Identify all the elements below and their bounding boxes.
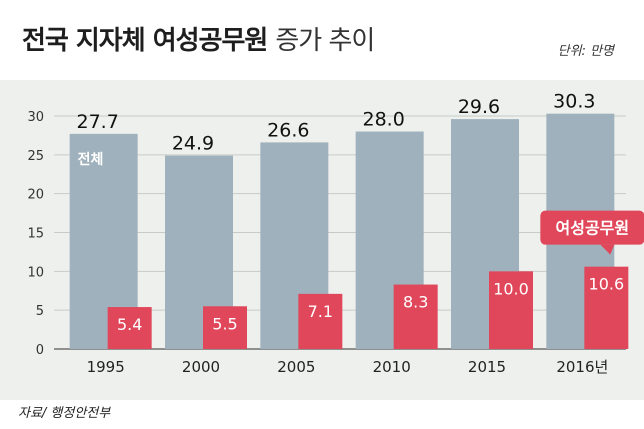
title-light: 증가 추이 (275, 26, 375, 56)
bar-female (298, 293, 343, 349)
legend-callout-tail (600, 244, 615, 255)
y-tick-label: 10 (27, 265, 44, 280)
series-label-total: 전체 (78, 151, 104, 168)
x-tick-label: 2015 (468, 358, 506, 376)
x-tick-label: 2010 (373, 358, 411, 376)
x-tick-label: 1995 (87, 358, 125, 376)
data-label-total: 29.6 (458, 96, 500, 118)
data-label-total: 26.6 (267, 119, 309, 141)
chart-title: 전국 지자체 여성공무원 증가 추이 (22, 20, 375, 57)
bar-female (203, 306, 247, 349)
y-tick-label: 15 (27, 227, 44, 242)
data-label-total: 30.3 (553, 91, 595, 113)
y-tick-label: 30 (27, 110, 44, 125)
y-tick-label: 5 (36, 304, 44, 319)
data-label-female: 8.3 (403, 293, 428, 312)
bar-female (489, 271, 533, 349)
title-bold: 전국 지자체 여성공무원 (22, 26, 268, 56)
bar-female (393, 284, 438, 349)
y-tick-label: 25 (27, 149, 44, 164)
legend-callout-bubble (540, 210, 644, 245)
data-label-total: 27.7 (77, 111, 119, 133)
x-tick-label: 2016년 (556, 358, 608, 376)
unit-label: 단위: 만명 (557, 44, 614, 59)
data-label-female: 10.0 (493, 279, 529, 298)
source-note: 자료/ 행정안전부 (18, 406, 111, 421)
data-label-total: 24.9 (172, 133, 214, 155)
data-label-female: 5.4 (117, 315, 142, 334)
bar-female (107, 307, 152, 349)
x-tick-label: 2000 (182, 358, 220, 376)
x-tick-label: 2005 (277, 358, 315, 376)
data-label-female: 7.1 (308, 302, 333, 321)
y-tick-label: 20 (27, 188, 44, 203)
data-label-total: 28.0 (363, 109, 405, 131)
series-label-female: 여성공무원 (556, 219, 630, 238)
bar-female (584, 266, 629, 349)
data-label-female: 10.6 (589, 275, 625, 294)
y-tick-label: 0 (36, 343, 44, 358)
data-label-female: 5.5 (212, 314, 237, 333)
